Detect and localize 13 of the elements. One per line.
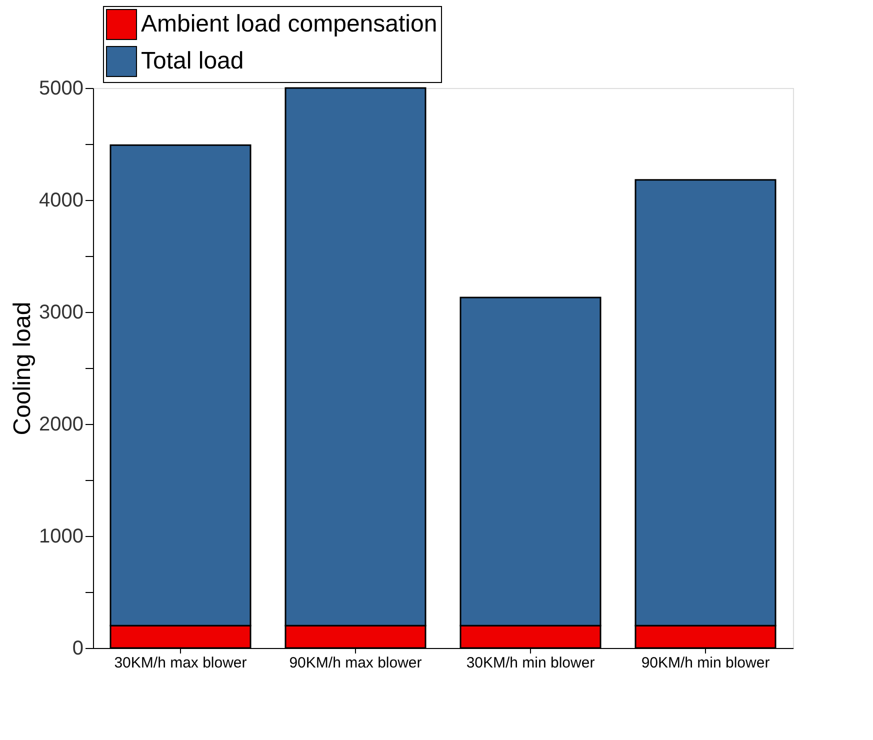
y-tick-label: 3000 xyxy=(39,302,84,324)
y-tick-label: 4000 xyxy=(39,190,84,212)
y-tick-label: 5000 xyxy=(39,78,84,100)
x-tick-label: 90KM/h max blower xyxy=(289,654,422,672)
y-tick-label: 0 xyxy=(72,638,84,660)
legend-label: Ambient load compensation xyxy=(141,10,438,38)
y-tick-label: 1000 xyxy=(39,526,84,548)
y-tick-label: 2000 xyxy=(39,414,84,436)
x-tick-label: 90KM/h min blower xyxy=(641,654,770,672)
x-tick-label: 30KM/h min blower xyxy=(466,654,595,672)
y-axis-title: Cooling load xyxy=(9,302,36,436)
x-tick-label: 30KM/h max blower xyxy=(114,654,247,672)
legend-label: Total load xyxy=(141,48,244,74)
